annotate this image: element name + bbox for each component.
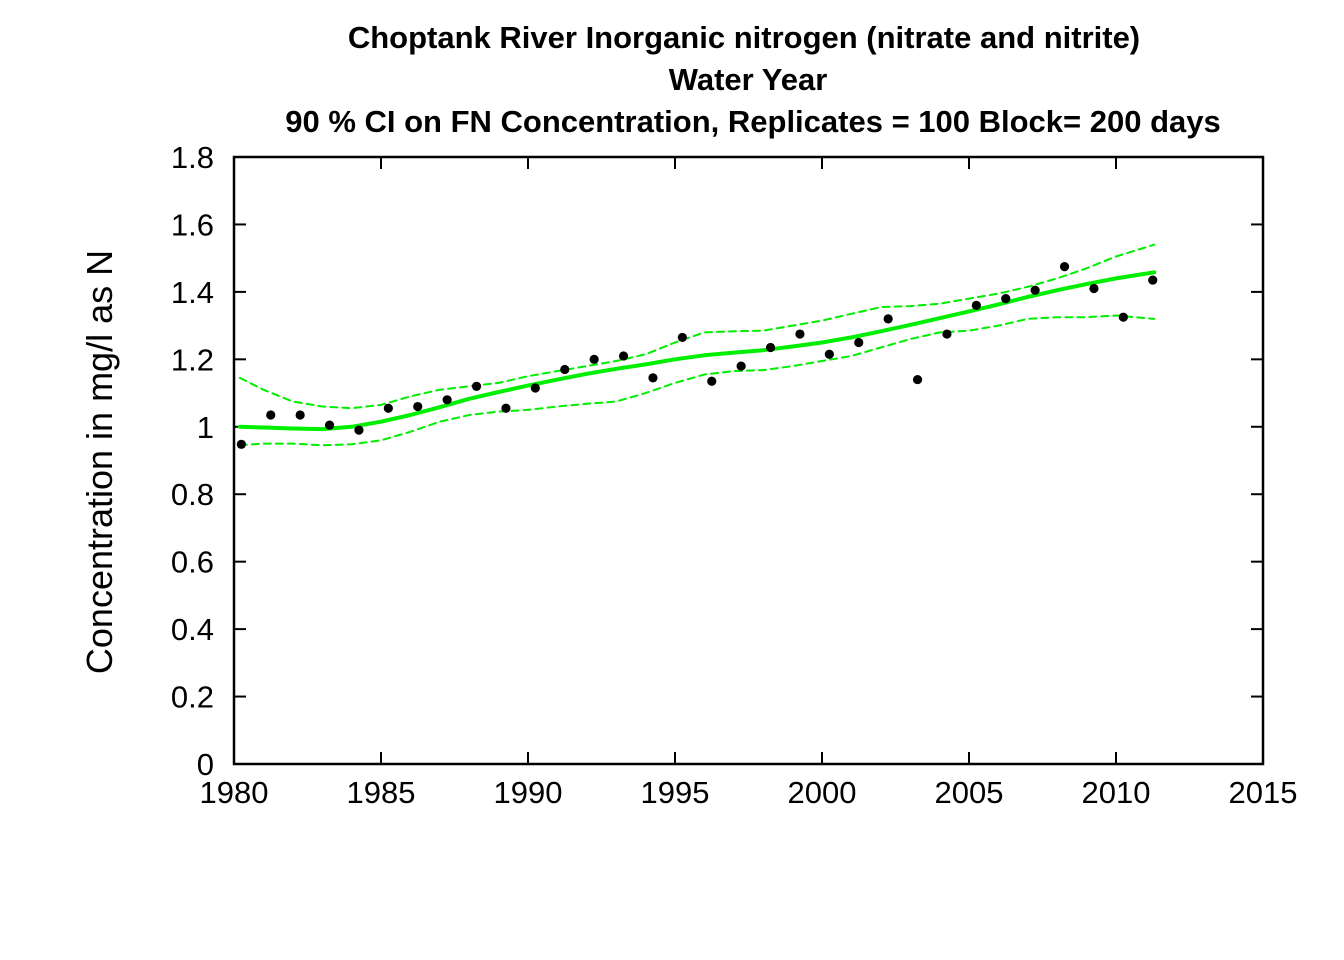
data-point — [707, 376, 717, 386]
x-tick-label: 2015 — [1229, 775, 1298, 810]
x-tick-label: 2000 — [788, 775, 857, 810]
data-point — [677, 332, 687, 343]
data-point — [266, 410, 276, 420]
data-point — [471, 381, 482, 391]
data-point — [648, 373, 658, 383]
data-point — [942, 329, 952, 339]
data-point — [383, 403, 393, 413]
data-point — [765, 342, 776, 353]
data-point — [324, 420, 335, 430]
data-series — [236, 243, 1158, 449]
y-tick-label: 0 — [197, 747, 214, 782]
chart-title-line-1: Choptank River Inorganic nitrogen (nitra… — [348, 20, 1140, 55]
x-tick-label: 2005 — [935, 775, 1004, 810]
data-point — [354, 425, 364, 435]
y-tick-label: 0.4 — [171, 612, 214, 647]
data-point — [295, 410, 305, 420]
y-tick-label: 1.4 — [171, 275, 214, 310]
data-point — [1118, 312, 1128, 322]
chart-title-group: Choptank River Inorganic nitrogen (nitra… — [285, 20, 1221, 139]
y-tick-label: 1.2 — [171, 342, 214, 377]
data-point — [530, 383, 540, 393]
data-point — [413, 401, 423, 412]
axis-ticks: 1980 1985 1990 1995 2000 2005 2010 2015 0 0.2 0.4 0… — [171, 140, 1298, 810]
x-tick-label: 1980 — [200, 775, 269, 810]
data-point — [1059, 261, 1070, 272]
trend-line — [237, 270, 1157, 432]
data-point — [854, 337, 864, 348]
data-point — [971, 300, 981, 310]
data-point — [912, 374, 923, 385]
x-tick-label: 1990 — [494, 775, 563, 810]
plot-frame — [232, 155, 1265, 766]
data-point — [883, 314, 893, 324]
ci-bound-line — [238, 314, 1156, 447]
chart-title-line-2: Water Year — [669, 62, 828, 97]
chart-title-line-3: 90 % CI on FN Concentration, Replicates … — [285, 104, 1221, 139]
data-point — [1089, 283, 1099, 294]
data-point — [236, 439, 246, 449]
y-axis-label: Concentration in mg/l as N — [79, 250, 120, 674]
data-point — [501, 403, 511, 413]
data-point — [1030, 285, 1040, 295]
x-tick-label: 1985 — [347, 775, 416, 810]
data-point — [589, 354, 599, 364]
data-point — [1148, 275, 1158, 285]
data-point — [442, 395, 452, 405]
data-point — [618, 351, 629, 361]
x-tick-label: 1995 — [641, 775, 710, 810]
y-tick-label: 0.8 — [171, 477, 214, 512]
y-tick-label: 1 — [197, 410, 214, 445]
y-tick-label: 0.2 — [171, 680, 214, 715]
y-tick-label: 1.6 — [171, 207, 214, 242]
data-point — [795, 329, 805, 339]
data-point — [560, 364, 570, 375]
y-tick-label: 0.6 — [171, 545, 214, 580]
data-point — [736, 361, 746, 371]
data-point — [824, 349, 834, 359]
data-point — [1001, 294, 1011, 304]
x-tick-label: 2010 — [1082, 775, 1151, 810]
y-tick-label: 1.8 — [171, 140, 214, 175]
ci-bound-line — [238, 243, 1156, 410]
